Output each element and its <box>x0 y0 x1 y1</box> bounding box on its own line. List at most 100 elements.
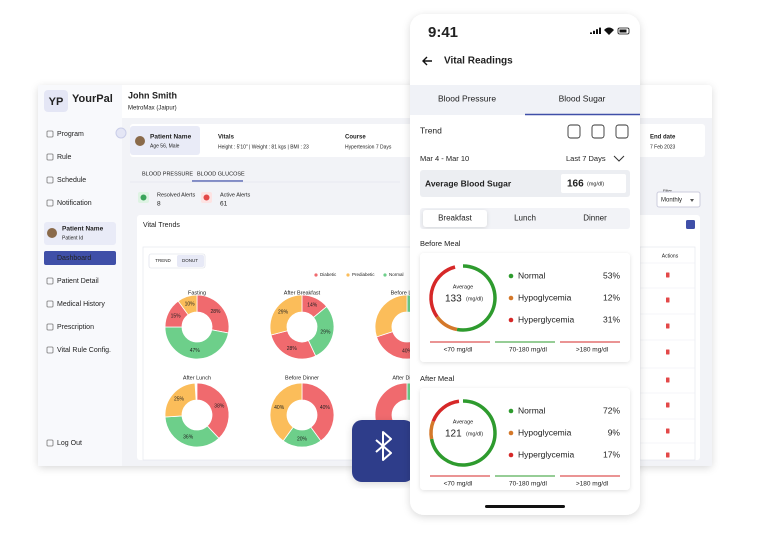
donut-label: 25% <box>174 396 185 402</box>
view-icon[interactable] <box>615 124 629 139</box>
delete-icon[interactable] <box>666 272 670 278</box>
vital-tab[interactable]: BLOOD PRESSURE <box>142 171 193 177</box>
alert-icon-dot <box>203 194 210 201</box>
stat-value: 9% <box>608 427 621 437</box>
range-label: >180 mg/dl <box>576 347 609 354</box>
donut-label: 38% <box>214 403 225 409</box>
meal-option[interactable]: Lunch <box>514 214 536 223</box>
bluetooth-icon <box>375 431 392 461</box>
reading-tab[interactable]: Blood Pressure <box>438 93 496 103</box>
stat-name: Hypoglycemia <box>518 427 572 437</box>
view-icon[interactable] <box>567 124 581 139</box>
stat-name: Hypoglycemia <box>518 292 572 302</box>
menu-item[interactable]: Schedule <box>57 177 86 184</box>
delete-icon[interactable] <box>666 349 670 355</box>
patient-card-avatar <box>135 136 145 146</box>
menu-item[interactable]: Prescription <box>57 324 94 331</box>
ring-segment <box>429 420 435 440</box>
patient-avatar <box>47 228 57 238</box>
range-label: 70-180 mg/dl <box>509 347 547 354</box>
status-time: 9:41 <box>428 24 458 41</box>
delete-icon[interactable] <box>666 428 670 434</box>
delete-icon[interactable] <box>666 377 670 383</box>
stat-dot <box>508 273 514 279</box>
logo-badge <box>44 90 68 112</box>
stat-dot <box>508 430 514 436</box>
stat-value: 17% <box>603 449 620 459</box>
reading-tab[interactable]: Blood Sugar <box>559 93 606 103</box>
period-chevron <box>613 155 625 162</box>
filter-select[interactable] <box>656 191 701 208</box>
stat-name: Hyperglycemia <box>518 314 574 324</box>
average-value-box <box>561 174 626 193</box>
patient-card-details: Age 56, Male <box>150 143 180 149</box>
meal-option[interactable]: Dinner <box>583 214 607 223</box>
stat-dot <box>508 408 514 414</box>
stat-name: Normal <box>518 270 546 280</box>
ring-segment <box>429 265 456 318</box>
back-arrow[interactable] <box>422 56 432 66</box>
legend-swatch <box>383 273 387 277</box>
menu-item[interactable]: Vital Rule Config. <box>57 347 111 354</box>
delete-icon[interactable] <box>666 323 670 329</box>
stat-dot <box>508 452 514 458</box>
donut-label: 29% <box>278 310 289 316</box>
legend-swatch <box>314 273 318 277</box>
view-toggle-option[interactable]: TREND <box>155 258 171 263</box>
view-icon[interactable] <box>591 124 605 139</box>
stat-value: 31% <box>603 314 620 324</box>
patient-name: Patient Name <box>62 226 104 233</box>
meal-option[interactable]: Breakfast <box>438 214 473 223</box>
alert-icon-dot <box>140 194 147 201</box>
donut-segment <box>177 294 198 316</box>
collapse-button[interactable] <box>115 127 127 139</box>
vital-tab[interactable]: BLOOD GLUCOSE <box>197 171 245 177</box>
filter-value[interactable]: Monthly <box>661 198 682 204</box>
user-location: MetroMax (Jaipur) <box>128 106 177 112</box>
menu-item[interactable]: Notification <box>57 200 92 207</box>
menu-item[interactable]: Patient Detail <box>57 278 99 285</box>
donut-label: 47% <box>190 348 201 354</box>
menu-icon <box>46 323 54 331</box>
stat-name: Normal <box>518 405 546 415</box>
view-toggle-option[interactable]: DONUT <box>182 258 198 263</box>
ring-unit: (mg/dl) <box>466 431 483 437</box>
donut-title: Before Dinner <box>285 375 319 381</box>
ring-segment <box>456 264 497 332</box>
menu-item[interactable]: Program <box>57 131 84 138</box>
vitals: Height : 5'10" | Weight : 81 kgs | BMI :… <box>218 144 309 150</box>
expand-button[interactable] <box>686 220 695 229</box>
delete-icon[interactable] <box>666 452 670 458</box>
vital-trends-title: Vital Trends <box>143 222 180 229</box>
delete-icon[interactable] <box>666 402 670 408</box>
tab-bar <box>410 85 640 115</box>
donut-label: 40% <box>320 405 331 411</box>
period[interactable]: Last 7 Days <box>566 154 606 163</box>
menu-icon <box>46 346 54 354</box>
course: Hypertension 7 Days <box>345 144 392 150</box>
patient-card-name: Patient Name <box>150 134 192 141</box>
donut-label: 15% <box>171 313 182 319</box>
menu-item[interactable]: Medical History <box>57 301 105 308</box>
stat-dot <box>508 317 514 323</box>
donut-label: 40% <box>402 348 413 354</box>
ring-caption: Average <box>453 284 473 290</box>
stat-dot <box>508 295 514 301</box>
menu-active <box>44 251 116 265</box>
delete-icon[interactable] <box>666 297 670 303</box>
donut-segment <box>269 294 303 336</box>
menu-item[interactable]: Dashboard <box>57 255 91 262</box>
signal-bar <box>599 27 601 34</box>
ring-caption: Average <box>453 419 473 425</box>
course-title: Course <box>345 135 366 141</box>
donut-label: 14% <box>307 303 318 309</box>
range-label: <70 mg/dl <box>444 347 473 354</box>
logout[interactable]: Log Out <box>57 440 82 447</box>
patient-card-chip <box>130 126 200 155</box>
menu-item[interactable]: Rule <box>57 154 72 161</box>
donut-title: Fasting <box>188 290 206 296</box>
legend-label: Diabetic <box>320 272 337 277</box>
menu-icon <box>46 439 54 447</box>
donut-segment <box>164 415 220 448</box>
